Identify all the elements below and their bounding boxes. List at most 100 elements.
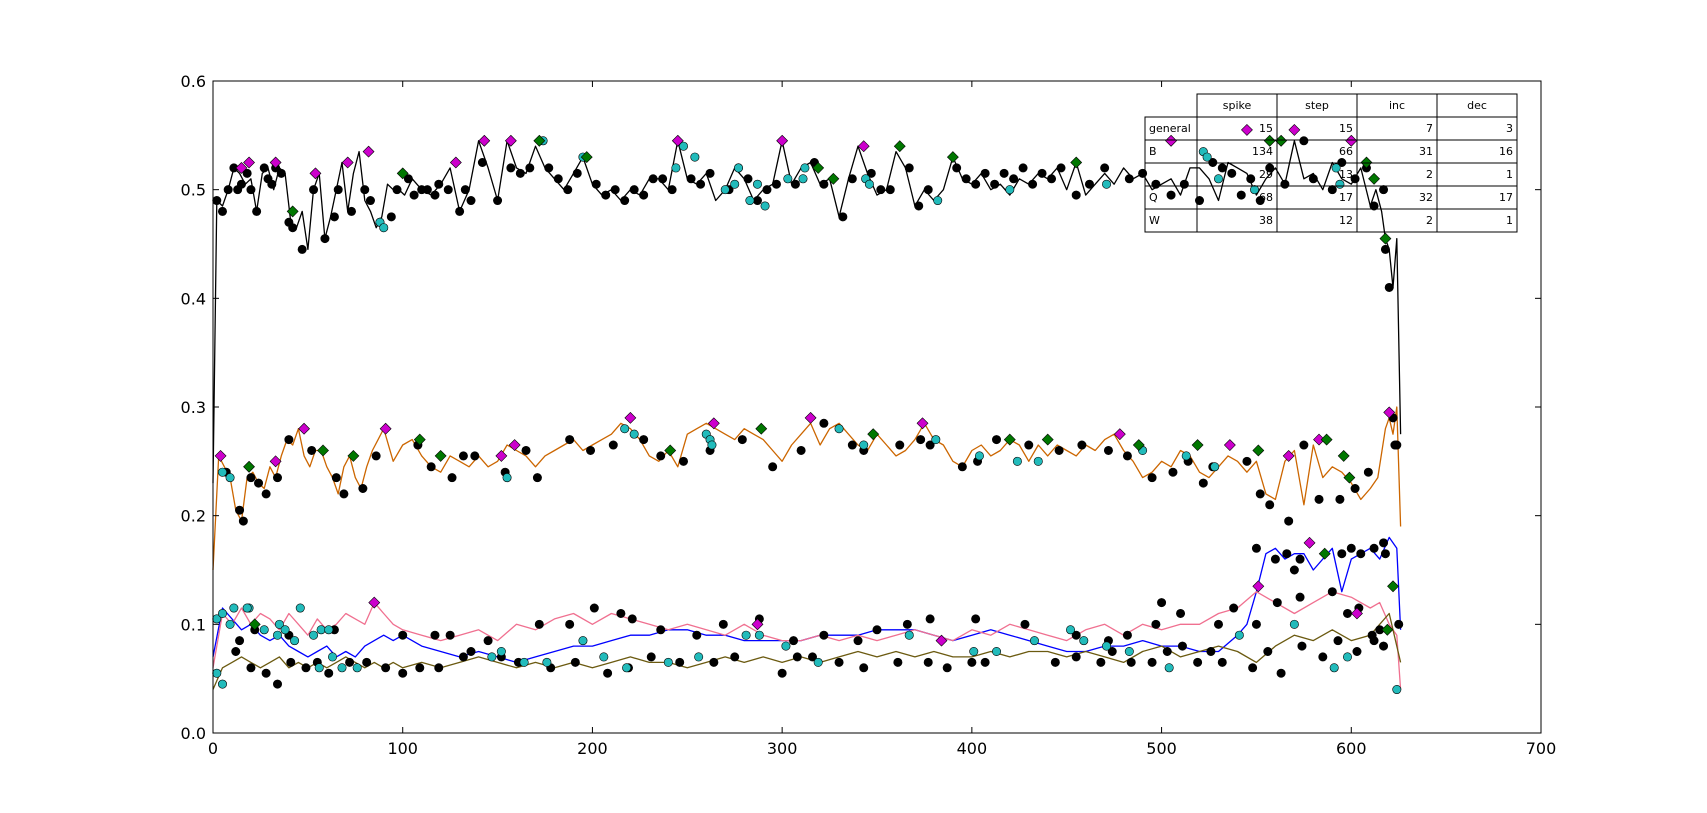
black-circle-marker xyxy=(777,668,787,678)
black-circle-marker xyxy=(743,174,753,184)
table-cell-value: 3 xyxy=(1506,122,1513,135)
green-diamond-marker xyxy=(286,205,299,218)
black-circle-marker xyxy=(445,630,455,640)
cyan-circle-marker xyxy=(225,473,235,483)
black-circle-marker xyxy=(1380,244,1390,254)
green-diamond-marker xyxy=(347,449,360,462)
cyan-circle-marker xyxy=(694,652,704,662)
black-circle-marker xyxy=(762,185,772,195)
black-circle-marker xyxy=(1054,445,1064,455)
cyan-circle-marker xyxy=(1342,652,1352,662)
green-diamond-marker xyxy=(867,428,880,441)
black-circle-marker xyxy=(525,163,535,173)
cyan-circle-marker xyxy=(1392,685,1402,695)
green-diamond-marker xyxy=(413,433,426,446)
black-circle-marker xyxy=(1295,592,1305,602)
black-circle-marker xyxy=(223,185,233,195)
black-circle-marker xyxy=(1297,641,1307,651)
cyan-circle-marker xyxy=(519,657,529,667)
black-circle-marker xyxy=(1157,598,1167,608)
black-circle-marker xyxy=(1284,516,1294,526)
black-circle-marker xyxy=(990,179,1000,189)
table-header-dec: dec xyxy=(1467,99,1487,112)
cyan-circle-marker xyxy=(295,603,305,613)
table-cell-value: 2 xyxy=(1426,214,1433,227)
cyan-circle-marker xyxy=(754,630,764,640)
y-tick-label: 0.2 xyxy=(181,507,206,526)
black-circle-marker xyxy=(1282,549,1292,559)
black-circle-marker xyxy=(381,663,391,673)
green-diamond-marker xyxy=(1381,623,1394,636)
black-circle-marker xyxy=(415,663,425,673)
black-circle-marker xyxy=(838,212,848,222)
black-circle-marker xyxy=(1198,478,1208,488)
black-circle-marker xyxy=(914,201,924,211)
marker-layer xyxy=(212,123,1404,695)
black-circle-marker xyxy=(902,619,912,629)
black-circle-marker xyxy=(1037,168,1047,178)
cyan-circle-marker xyxy=(864,179,874,189)
black-circle-marker xyxy=(455,206,465,216)
cyan-circle-marker xyxy=(781,641,791,651)
table-row-label: W xyxy=(1149,214,1160,227)
black-circle-marker xyxy=(246,185,256,195)
black-circle-marker xyxy=(392,185,402,195)
green-diamond-marker xyxy=(1337,449,1350,462)
table-cell-value: 66 xyxy=(1339,145,1353,158)
black-circle-marker xyxy=(1276,668,1286,678)
black-circle-marker xyxy=(667,185,677,195)
black-circle-marker xyxy=(320,234,330,244)
black-circle-marker xyxy=(1390,440,1400,450)
black-circle-marker xyxy=(586,445,596,455)
magenta-diamond-marker xyxy=(1252,580,1265,593)
cyan-circle-marker xyxy=(212,668,222,678)
black-circle-marker xyxy=(1248,663,1258,673)
black-circle-marker xyxy=(853,636,863,646)
y-tick-label: 0.3 xyxy=(181,398,206,417)
cyan-circle-marker xyxy=(974,451,984,461)
cyan-circle-marker xyxy=(1033,456,1043,466)
green-diamond-marker xyxy=(1368,172,1380,185)
black-circle-marker xyxy=(1280,179,1290,189)
black-circle-marker xyxy=(443,185,453,195)
black-circle-marker xyxy=(942,663,952,673)
cyan-circle-marker xyxy=(328,652,338,662)
black-circle-marker xyxy=(916,435,926,445)
table-cell-value: 17 xyxy=(1339,191,1353,204)
x-tick-label: 500 xyxy=(1146,739,1177,758)
cyan-circle-marker xyxy=(324,625,334,635)
black-circle-marker xyxy=(273,473,283,483)
table-cell-value: 31 xyxy=(1419,145,1433,158)
black-circle-marker xyxy=(329,212,339,222)
black-circle-marker xyxy=(796,445,806,455)
black-circle-marker xyxy=(1151,179,1161,189)
black-circle-marker xyxy=(610,185,620,195)
cyan-circle-marker xyxy=(542,657,552,667)
black-circle-marker xyxy=(360,185,370,195)
table-cell-value: 12 xyxy=(1339,214,1353,227)
black-circle-marker xyxy=(331,473,341,483)
black-circle-marker xyxy=(284,435,294,445)
y-tick-label: 0.0 xyxy=(181,724,206,743)
black-circle-marker xyxy=(288,223,298,233)
magenta-diamond-marker xyxy=(1282,449,1295,462)
black-circle-marker xyxy=(768,462,778,472)
magenta-diamond-marker xyxy=(309,167,322,180)
cyan-circle-marker xyxy=(933,196,943,206)
black-circle-marker xyxy=(1327,587,1337,597)
black-circle-marker xyxy=(430,630,440,640)
black-circle-marker xyxy=(1009,174,1019,184)
cyan-circle-marker xyxy=(1012,456,1022,466)
cyan-circle-marker xyxy=(760,201,770,211)
table-cell-value: 68 xyxy=(1259,191,1273,204)
black-circle-marker xyxy=(398,668,408,678)
black-circle-marker xyxy=(1295,554,1305,564)
magenta-diamond-marker xyxy=(368,596,381,609)
green-diamond-marker xyxy=(580,151,593,163)
cyan-circle-marker xyxy=(741,630,751,640)
black-circle-marker xyxy=(967,657,977,667)
black-circle-marker xyxy=(790,179,800,189)
black-circle-marker xyxy=(1251,543,1261,553)
black-circle-marker xyxy=(267,179,277,189)
